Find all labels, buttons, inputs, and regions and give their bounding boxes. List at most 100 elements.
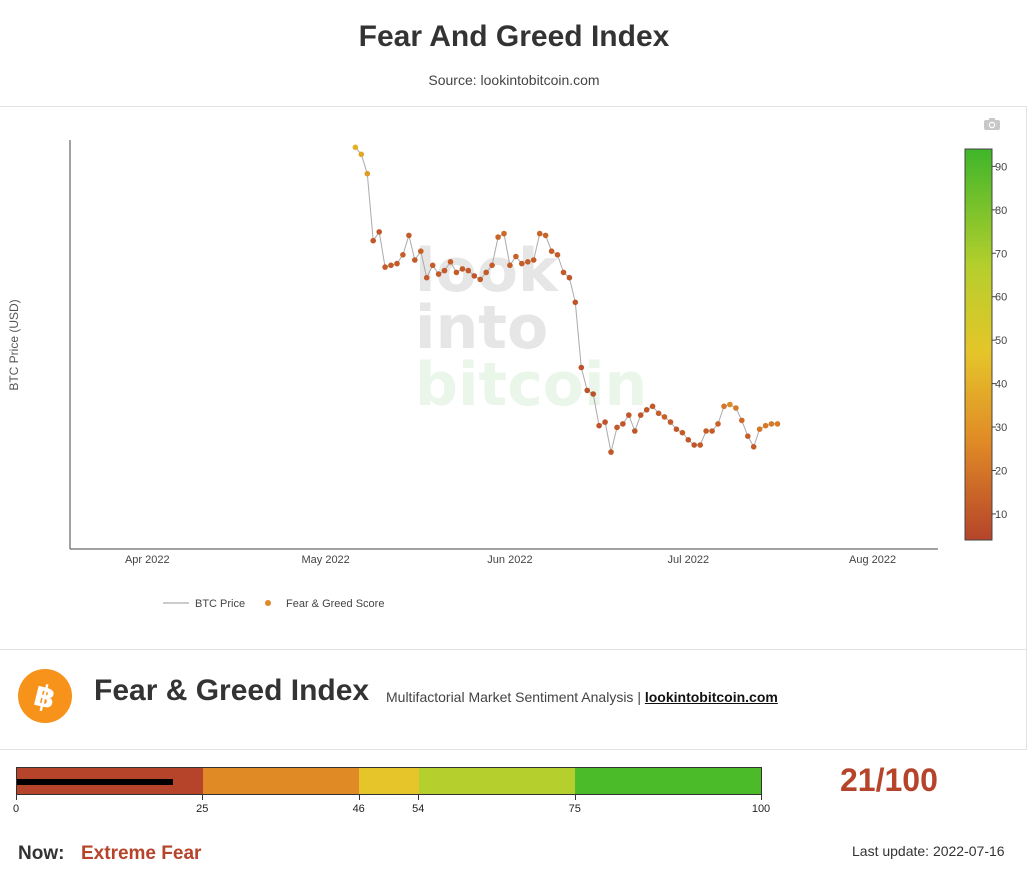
- fear-greed-point[interactable]: [477, 276, 484, 283]
- fear-greed-point[interactable]: [602, 419, 608, 425]
- fear-greed-point[interactable]: [637, 412, 644, 418]
- fear-greed-point[interactable]: [513, 253, 519, 260]
- fear-greed-point[interactable]: [382, 264, 388, 270]
- gauge-tick-label: 25: [196, 803, 209, 815]
- gauge-tick: [418, 795, 420, 800]
- fear-greed-point[interactable]: [626, 412, 632, 418]
- fear-greed-point[interactable]: [596, 422, 602, 429]
- fear-greed-point[interactable]: [750, 444, 757, 450]
- fear-greed-point[interactable]: [525, 259, 531, 265]
- fear-greed-point[interactable]: [727, 401, 733, 408]
- fear-greed-point[interactable]: [453, 269, 460, 276]
- fear-greed-point[interactable]: [679, 429, 686, 436]
- camera-icon[interactable]: [983, 117, 1001, 131]
- fear-greed-point[interactable]: [697, 442, 703, 448]
- gauge-tick: [16, 795, 17, 800]
- fear-greed-point[interactable]: [536, 230, 543, 237]
- bitcoin-logo-icon: ฿: [18, 669, 72, 723]
- x-tick-label: Apr 2022: [125, 554, 170, 566]
- sentiment-gauge: [16, 767, 762, 795]
- fear-greed-point[interactable]: [709, 428, 715, 434]
- fear-greed-point[interactable]: [542, 232, 549, 239]
- fear-greed-point[interactable]: [483, 269, 490, 276]
- fear-greed-point[interactable]: [572, 299, 579, 306]
- fear-greed-point[interactable]: [721, 403, 727, 410]
- gauge-tick-label: 46: [352, 803, 365, 815]
- fear-greed-point[interactable]: [459, 266, 466, 272]
- fear-greed-point[interactable]: [649, 403, 656, 410]
- legend-btc-price: BTC Price: [195, 598, 245, 610]
- fear-greed-point[interactable]: [447, 259, 454, 265]
- fear-greed-chart[interactable]: look into bitcoin BTC Price (USD) Apr 20…: [0, 107, 1026, 649]
- fear-greed-point[interactable]: [489, 262, 495, 269]
- fear-greed-point[interactable]: [364, 170, 371, 177]
- fear-greed-point[interactable]: [406, 232, 412, 239]
- banner-subtitle-text: Multifactorial Market Sentiment Analysis…: [386, 689, 645, 705]
- gauge-segment: [203, 768, 360, 794]
- fear-greed-point[interactable]: [376, 229, 383, 235]
- fear-greed-point[interactable]: [388, 262, 394, 269]
- fear-greed-point[interactable]: [423, 274, 430, 281]
- fear-greed-point[interactable]: [733, 405, 739, 411]
- colorbar-tick-label: 60: [995, 292, 1007, 304]
- fear-greed-point[interactable]: [530, 257, 537, 263]
- fear-greed-point[interactable]: [614, 424, 620, 431]
- fear-greed-point[interactable]: [560, 269, 567, 276]
- fear-greed-point[interactable]: [661, 414, 668, 420]
- fear-greed-point[interactable]: [412, 257, 418, 263]
- fear-greed-point[interactable]: [620, 421, 626, 427]
- fear-greed-point[interactable]: [756, 426, 763, 433]
- fear-greed-point[interactable]: [715, 421, 721, 427]
- fear-greed-point[interactable]: [554, 252, 561, 258]
- fear-greed-point[interactable]: [578, 364, 585, 371]
- fear-greed-point[interactable]: [352, 144, 359, 151]
- colorbar-tick-label: 10: [995, 509, 1007, 521]
- fear-greed-point[interactable]: [495, 234, 501, 240]
- fear-greed-point[interactable]: [507, 262, 513, 269]
- fear-greed-point[interactable]: [519, 260, 525, 267]
- fear-greed-point[interactable]: [632, 428, 638, 434]
- fear-greed-point[interactable]: [745, 433, 751, 440]
- fear-greed-point[interactable]: [501, 230, 507, 237]
- fear-greed-point[interactable]: [590, 391, 596, 397]
- fear-greed-point[interactable]: [608, 449, 614, 455]
- fear-greed-point[interactable]: [358, 151, 365, 158]
- fear-greed-point[interactable]: [400, 252, 406, 258]
- lookintobitcoin-link[interactable]: lookintobitcoin.com: [644, 689, 778, 705]
- gauge-tick: [358, 795, 360, 800]
- colorbar-tick-label: 90: [995, 161, 1007, 173]
- fear-greed-point[interactable]: [441, 267, 448, 274]
- gauge-ticks: 0 25 46 54 75 100: [13, 795, 770, 817]
- fear-greed-point[interactable]: [673, 426, 680, 433]
- fear-greed-point[interactable]: [548, 248, 555, 254]
- fear-greed-point[interactable]: [655, 410, 662, 417]
- fear-greed-point[interactable]: [643, 407, 650, 413]
- gauge-tick: [202, 795, 204, 800]
- fear-greed-point[interactable]: [739, 417, 745, 424]
- fear-greed-point[interactable]: [774, 421, 781, 427]
- fear-greed-point[interactable]: [584, 387, 590, 394]
- fear-greed-point[interactable]: [667, 419, 674, 425]
- fear-greed-point[interactable]: [471, 273, 478, 279]
- fear-greed-point[interactable]: [762, 422, 769, 429]
- fear-greed-point[interactable]: [685, 437, 692, 443]
- fear-greed-point[interactable]: [394, 260, 400, 267]
- gauge-tick: [574, 795, 576, 800]
- x-tick-label: May 2022: [301, 554, 349, 566]
- fear-greed-point[interactable]: [429, 262, 436, 269]
- now-value: Extreme Fear: [81, 843, 202, 864]
- gauge-tick-label: 54: [412, 803, 425, 815]
- index-banner: ฿ Fear & Greed Index Multifactorial Mark…: [0, 648, 1027, 750]
- fear-greed-point[interactable]: [691, 442, 697, 448]
- fear-greed-point[interactable]: [370, 237, 377, 244]
- fear-greed-point[interactable]: [566, 274, 573, 281]
- fear-greed-point[interactable]: [418, 248, 424, 254]
- fear-greed-point[interactable]: [703, 428, 709, 434]
- fear-greed-point[interactable]: [768, 421, 775, 427]
- chart-legend[interactable]: BTC Price Fear & Greed Score: [163, 598, 384, 610]
- fear-greed-point[interactable]: [435, 271, 442, 277]
- x-tick-label: Jul 2022: [668, 554, 710, 566]
- fear-greed-point[interactable]: [465, 267, 472, 274]
- colorbar-scale: [964, 148, 993, 541]
- x-tick-label: Aug 2022: [849, 554, 896, 566]
